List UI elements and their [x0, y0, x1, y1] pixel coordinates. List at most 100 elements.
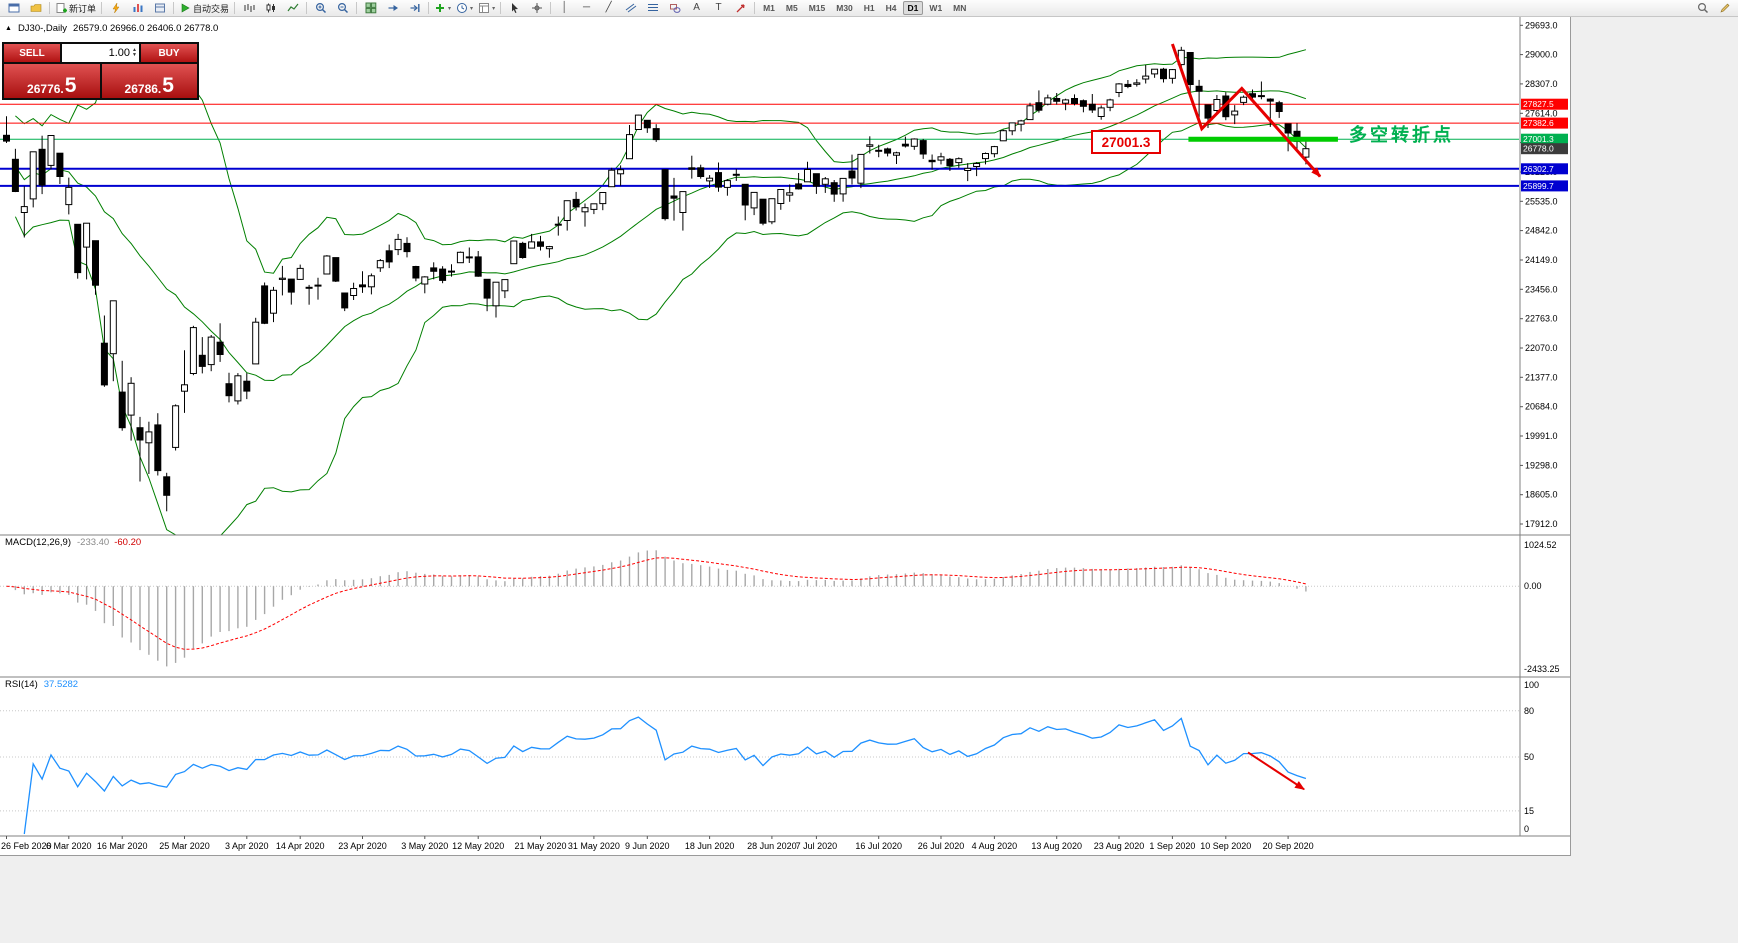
price-axis-label: 29693.0: [1525, 20, 1558, 30]
toolbar-separator: [49, 2, 50, 14]
date-axis-label: 20 Sep 2020: [1263, 841, 1314, 851]
date-axis-label: 9 Jun 2020: [625, 841, 670, 851]
sell-price-button[interactable]: 26776. 5: [4, 64, 100, 98]
shapes-icon[interactable]: [664, 1, 685, 16]
edit-icon[interactable]: [1714, 1, 1735, 16]
new-order-button[interactable]: 新订单: [53, 1, 98, 16]
date-axis-label: 12 May 2020: [452, 841, 504, 851]
date-axis-label: 4 Aug 2020: [972, 841, 1018, 851]
price-axis-label: 24842.0: [1525, 226, 1558, 236]
line-chart-icon[interactable]: [282, 1, 303, 16]
date-axis-label: 6 Mar 2020: [46, 841, 92, 851]
zoom-out-icon[interactable]: [332, 1, 353, 16]
arrows-icon[interactable]: [730, 1, 751, 16]
text-icon[interactable]: A: [693, 2, 700, 13]
one-click-trading-panel: SELL 1.00 ▲ ▼ BUY 26776. 5 26786. 5: [2, 42, 199, 100]
search-icon[interactable]: [1692, 1, 1713, 16]
price-line-label-box[interactable]: [1521, 143, 1568, 155]
timeframe-h4-button[interactable]: H4: [885, 3, 897, 13]
timeframe-d1-button[interactable]: D1: [902, 1, 924, 15]
fibonacci-icon[interactable]: [642, 1, 663, 16]
toolbar: 新订单 自动交易 ▾ ▾ ▾ │ ─ ╱ A T M1 M5 M15 M30 H1 H4 D1 W1 MN: [0, 0, 1738, 17]
one-click-toggle-icon[interactable]: ▲: [5, 25, 12, 32]
macd-plot: [0, 550, 1519, 667]
date-axis-label: 3 Apr 2020: [225, 841, 269, 851]
price-axis-label: 22070.0: [1525, 343, 1558, 353]
cursor-icon[interactable]: [504, 1, 525, 16]
price-chart-svg[interactable]: 29693.029000.028307.027614.026921.026228…: [0, 17, 1570, 855]
timeframe-h1-button[interactable]: H1: [863, 3, 875, 13]
price-line-label-box[interactable]: [1521, 133, 1568, 145]
price-axis-label: 20684.0: [1525, 402, 1558, 412]
price-axis-label: 19991.0: [1525, 431, 1558, 441]
rsi-down-arrow[interactable]: [1247, 751, 1305, 791]
market-watch-icon[interactable]: [127, 1, 148, 16]
price-line-label: 27827.5: [1523, 99, 1554, 109]
rsi-axis-label: 100: [1524, 680, 1539, 690]
toolbar-separator: [101, 2, 103, 14]
toolbar-separator: [754, 2, 756, 14]
chart-background: [0, 17, 1570, 855]
indicators-button[interactable]: ▾: [436, 4, 452, 12]
macd-axis-label: -2433.25: [1524, 664, 1560, 674]
autotrading-button[interactable]: 自动交易: [177, 1, 231, 16]
macd-axis-label: 1024.52: [1524, 540, 1557, 550]
turning-point-note[interactable]: 多空转折点: [1349, 125, 1454, 145]
price-line-label-box[interactable]: [1521, 180, 1568, 192]
timeframe-m1-button[interactable]: M1: [763, 3, 775, 13]
timeframe-m5-button[interactable]: M5: [785, 3, 798, 13]
price-line-label-box[interactable]: [1521, 98, 1568, 110]
profiles-icon[interactable]: [25, 1, 46, 16]
price-line-label-box[interactable]: [1521, 117, 1568, 129]
date-axis-label: 18 Jun 2020: [685, 841, 735, 851]
stepper-down-icon[interactable]: ▼: [132, 52, 137, 58]
timeframe-m15-button[interactable]: M15: [808, 3, 826, 13]
main-chart-plot[interactable]: [0, 46, 1520, 544]
volume-field[interactable]: 1.00 ▲ ▼: [62, 44, 139, 62]
text-label-icon[interactable]: T: [715, 2, 722, 13]
tile-windows-icon[interactable]: [360, 1, 381, 16]
date-axis-label: 21 May 2020: [514, 841, 566, 851]
rsi-axis-label: 80: [1524, 706, 1534, 716]
sell-button[interactable]: SELL: [4, 44, 60, 62]
auto-scroll-icon[interactable]: [382, 1, 403, 16]
trendline-icon[interactable]: ╱: [605, 2, 612, 13]
price-axis-label: 18605.0: [1525, 490, 1558, 500]
crosshair-icon[interactable]: [526, 1, 547, 16]
periods-button[interactable]: ▾: [454, 1, 475, 16]
horizontal-line-icon[interactable]: ─: [583, 2, 591, 13]
volume-stepper[interactable]: ▲ ▼: [132, 48, 137, 58]
data-window-icon[interactable]: [149, 1, 170, 16]
timeframe-m30-button[interactable]: M30: [836, 3, 853, 13]
bar-chart-icon[interactable]: [238, 1, 259, 16]
expert-advisors-icon[interactable]: [105, 1, 126, 16]
toolbar-separator: [173, 2, 175, 14]
date-axis-label: 7 Jul 2020: [796, 841, 838, 851]
date-axis-label: 16 Mar 2020: [97, 841, 148, 851]
timeframe-mn-button[interactable]: MN: [953, 3, 967, 13]
templates-button[interactable]: ▾: [476, 1, 497, 16]
date-axis-label: 13 Aug 2020: [1031, 841, 1082, 851]
volume-value: 1.00: [108, 47, 131, 59]
rsi-axis-label: 0: [1524, 824, 1529, 834]
chart-symbol-period: DJ30-,Daily: [17, 23, 68, 34]
price-annotation-box[interactable]: 27001.3: [1091, 130, 1161, 154]
zoom-in-icon[interactable]: [310, 1, 331, 16]
price-axis-label: 21377.0: [1525, 372, 1558, 382]
chart-shift-icon[interactable]: [404, 1, 425, 16]
stepper-up-icon[interactable]: ▲: [132, 47, 137, 53]
buy-price-button[interactable]: 26786. 5: [101, 64, 197, 98]
price-axis-label: 22763.0: [1525, 314, 1558, 324]
price-zigzag-arrow[interactable]: [1170, 43, 1322, 178]
price-line-label-box[interactable]: [1521, 163, 1568, 175]
price-axis-label: 24149.0: [1525, 255, 1558, 265]
candlestick-chart-icon[interactable]: [260, 1, 281, 16]
chart-window-icon[interactable]: [3, 1, 24, 16]
toolbar-separator: [234, 2, 236, 14]
timeframe-w1-button[interactable]: W1: [929, 3, 943, 13]
vertical-line-icon[interactable]: │: [561, 2, 568, 13]
buy-button[interactable]: BUY: [141, 44, 197, 62]
equidistant-channel-icon[interactable]: [620, 1, 641, 16]
